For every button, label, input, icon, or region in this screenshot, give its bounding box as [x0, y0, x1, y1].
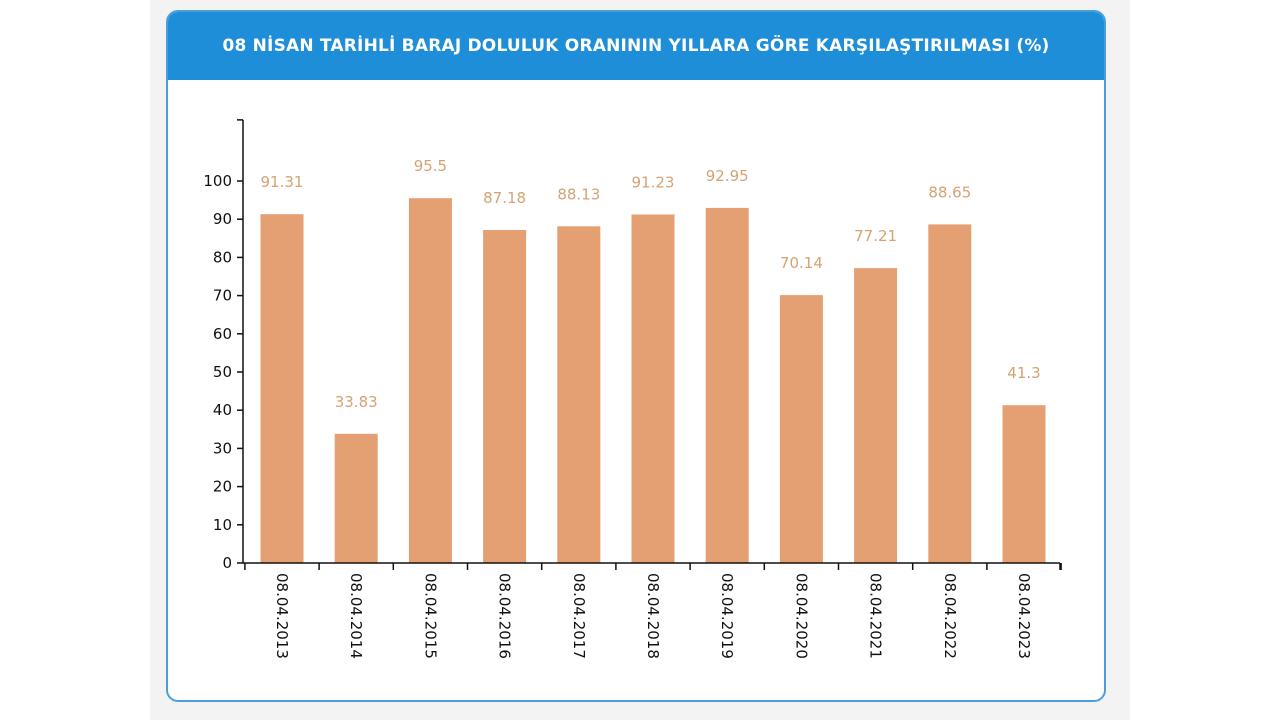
- x-tick-label: 08.04.2023: [1015, 573, 1033, 659]
- x-tick-label: 08.04.2020: [792, 573, 810, 659]
- data-label: 92.95: [706, 167, 749, 185]
- chart-title: 08 NİSAN TARİHLİ BARAJ DOLULUK ORANININ …: [222, 36, 1050, 56]
- data-label: 88.65: [928, 183, 971, 201]
- data-label: 91.23: [632, 174, 675, 192]
- y-tick-label: 90: [213, 210, 232, 228]
- y-tick-label: 30: [213, 439, 232, 457]
- y-tick-label: 10: [213, 516, 232, 534]
- data-label: 41.3: [1007, 364, 1040, 382]
- x-tick-label: 08.04.2016: [496, 573, 514, 659]
- x-tick-label: 08.04.2013: [273, 573, 291, 659]
- y-tick-label: 40: [213, 401, 232, 419]
- bar: [705, 207, 749, 563]
- bar: [334, 433, 378, 563]
- y-tick-label: 0: [222, 554, 232, 572]
- x-tick-label: 08.04.2022: [941, 573, 959, 659]
- x-tick-label: 08.04.2019: [718, 573, 736, 659]
- x-tick-label: 08.04.2021: [867, 573, 885, 659]
- chart-header: 08 NİSAN TARİHLİ BARAJ DOLULUK ORANININ …: [168, 12, 1104, 80]
- y-tick-label: 100: [203, 172, 232, 190]
- y-tick-label: 80: [213, 248, 232, 266]
- data-label: 77.21: [854, 227, 897, 245]
- data-label: 95.5: [414, 157, 447, 175]
- x-tick-label: 08.04.2017: [570, 573, 588, 659]
- bar: [928, 224, 972, 563]
- data-label: 87.18: [483, 189, 526, 207]
- bar: [483, 230, 527, 563]
- y-tick-label: 20: [213, 478, 232, 496]
- x-tick-label: 08.04.2018: [644, 573, 662, 659]
- bar: [1002, 405, 1046, 563]
- bar: [260, 214, 304, 563]
- x-tick-label: 08.04.2015: [421, 573, 439, 659]
- data-label: 70.14: [780, 254, 823, 272]
- x-tick-label: 08.04.2014: [347, 573, 365, 659]
- bar: [408, 198, 452, 563]
- bar: [631, 214, 675, 563]
- data-label: 88.13: [557, 185, 600, 203]
- bar: [854, 268, 898, 563]
- data-label: 33.83: [335, 393, 378, 411]
- y-tick-label: 60: [213, 325, 232, 343]
- y-tick-label: 50: [213, 363, 232, 381]
- bar: [557, 226, 601, 564]
- bar: [779, 295, 823, 563]
- y-tick-label: 70: [213, 287, 232, 305]
- data-label: 91.31: [261, 173, 304, 191]
